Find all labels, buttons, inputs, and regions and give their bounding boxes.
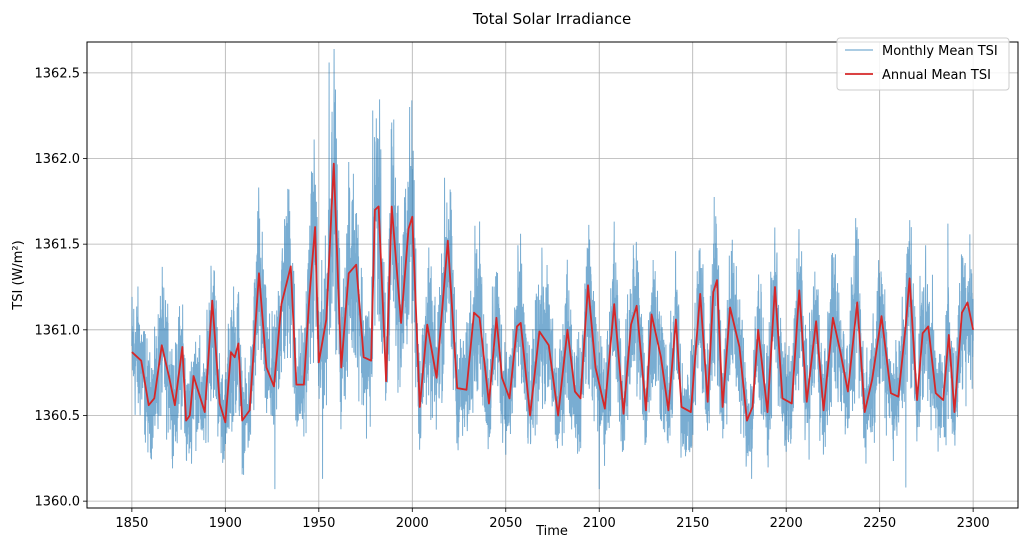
legend: Monthly Mean TSI Annual Mean TSI (836, 37, 1010, 91)
x-tick-label: 2250 (863, 516, 896, 531)
x-tick-label: 2100 (583, 516, 616, 531)
plot-frame (86, 41, 1019, 509)
x-tick-label: 2050 (489, 516, 522, 531)
x-tick-label: 1950 (302, 516, 335, 531)
x-tick-label: 2000 (396, 516, 429, 531)
x-ticks: 1850 1900 1950 2000 2050 2100 2150 2200 2250 2300 (115, 508, 990, 531)
x-tick-label: 1900 (209, 516, 242, 531)
legend-annual-label: Annual Mean TSI (882, 68, 991, 83)
y-tick-label: 1361.5 (35, 238, 81, 253)
legend-monthly-label: Monthly Mean TSI (882, 44, 998, 59)
y-tick-label: 1361.0 (35, 323, 81, 338)
monthly-mean-line (131, 48, 974, 490)
annual-mean-line (131, 162, 975, 424)
x-tick-label: 2300 (957, 516, 990, 531)
x-tick-label: 2200 (770, 516, 803, 531)
legend-box (836, 37, 1010, 91)
annual-series (131, 162, 975, 424)
y-axis-label: TSI (W/m²) (11, 240, 26, 310)
x-tick-label: 1850 (115, 516, 148, 531)
monthly-series (131, 48, 974, 490)
y-tick-label: 1360.5 (35, 409, 81, 424)
y-tick-label: 1362.0 (35, 152, 81, 167)
x-tick-label: 2150 (676, 516, 709, 531)
y-tick-label: 1360.0 (35, 495, 81, 510)
x-axis-label: Time (535, 524, 568, 539)
chart-title: Total Solar Irradiance (472, 10, 631, 28)
y-tick-label: 1362.5 (35, 66, 81, 81)
y-ticks: 1360.0 1360.5 1361.0 1361.5 1362.0 1362.5 (35, 66, 87, 510)
